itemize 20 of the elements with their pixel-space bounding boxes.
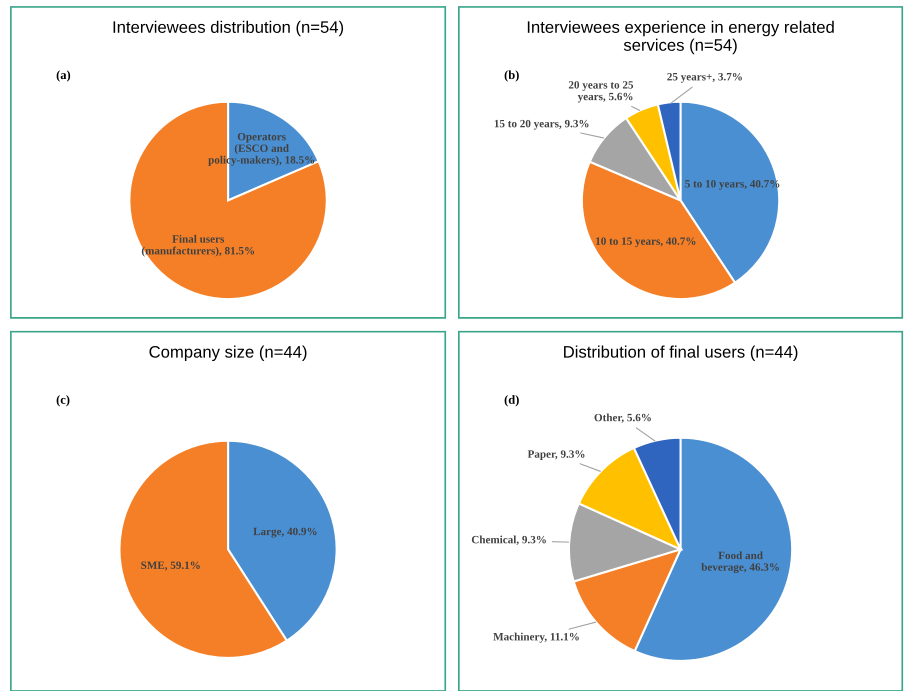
text: (c) <box>56 395 70 406</box>
slice-label: 10 to 15 years, 40.7% <box>596 237 696 248</box>
chart-title: Interviewees experience in energy related services (n=54) <box>528 20 834 54</box>
pie-slice <box>128 100 328 300</box>
text: (b) <box>504 70 519 82</box>
slice-label: Machinery, 11.1% <box>493 632 579 643</box>
slice-label: SME, 59.1% <box>141 561 200 571</box>
slice-label: Paper, 9.3% <box>528 450 584 460</box>
slice-label: Large, 40.9% <box>253 528 317 538</box>
chart-title: Company size (n=44) <box>149 346 306 362</box>
chart-title: Interviewees distribution (n=54) <box>114 20 344 36</box>
slice-label: Other, 5.6% <box>594 413 651 423</box>
slice-label: 20 years to 25 years, 5.6% <box>568 81 634 103</box>
slice-label: 15 to 20 years, 9.3% <box>494 120 588 130</box>
slice-label: Chemical, 9.3% <box>472 536 546 545</box>
slice-label: 25 years+, 3.7% <box>667 72 742 83</box>
slice-label: Food and beverage, 46.3% <box>701 551 779 574</box>
chart-title: Distribution of final users (n=44) <box>564 346 798 362</box>
text: (d) <box>504 395 519 406</box>
text: (a) <box>56 70 70 82</box>
